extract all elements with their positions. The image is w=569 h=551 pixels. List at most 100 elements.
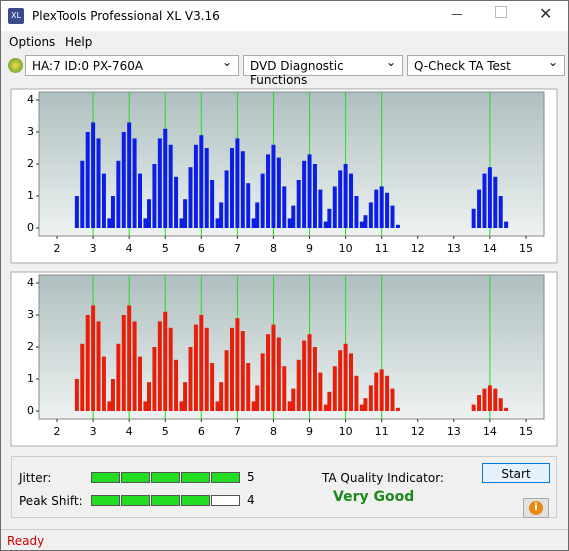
bar (147, 382, 152, 411)
meter-segment (151, 472, 180, 483)
ta-quality-value: Very Good (333, 489, 415, 505)
bar (255, 202, 260, 228)
bar (101, 356, 106, 411)
bar (157, 138, 162, 228)
bar (246, 183, 251, 228)
bar (363, 398, 368, 411)
maximize-button[interactable] (495, 6, 507, 18)
bar (332, 366, 337, 411)
bar (215, 218, 220, 228)
bar (482, 173, 487, 228)
drive-select[interactable]: HA:7 ID:0 PX-760A (25, 55, 239, 76)
x-tick-label: 12 (411, 242, 425, 255)
bar (174, 176, 179, 228)
bar (385, 192, 390, 228)
bar (107, 218, 112, 228)
y-tick-label: 0 (27, 221, 34, 234)
bar (498, 398, 503, 411)
bar (96, 321, 101, 411)
x-tick-label: 14 (483, 425, 497, 438)
bar (395, 224, 400, 228)
bar (363, 215, 368, 228)
x-tick-label: 14 (483, 242, 497, 255)
menu-help[interactable]: Help (65, 35, 93, 49)
meter-segment (211, 472, 240, 483)
x-tick-label: 9 (306, 242, 313, 255)
bar (229, 327, 234, 411)
bar (332, 186, 337, 228)
bar (147, 199, 152, 228)
start-button[interactable]: Start (482, 463, 550, 483)
bar (493, 176, 498, 228)
drive-icon (8, 58, 23, 73)
bar (179, 401, 184, 411)
bar (338, 350, 343, 411)
bar (266, 154, 271, 228)
bar (101, 173, 106, 228)
bar (229, 148, 234, 228)
bar (338, 170, 343, 228)
x-tick-label: 11 (375, 425, 389, 438)
x-tick-label: 15 (519, 242, 533, 255)
bar (127, 122, 132, 228)
x-tick-label: 6 (198, 425, 205, 438)
bar (255, 385, 260, 411)
bar (91, 305, 96, 411)
x-tick-label: 3 (90, 425, 97, 438)
meter-segment (121, 495, 150, 506)
meter-segment (121, 472, 150, 483)
bar (302, 160, 307, 228)
bar (235, 138, 240, 228)
bar (379, 369, 384, 411)
y-tick-label: 4 (27, 93, 34, 106)
bar (482, 388, 487, 411)
app-icon: XL (8, 8, 24, 24)
bar (251, 401, 256, 411)
bar (323, 404, 328, 411)
info-button[interactable]: i (523, 498, 549, 518)
bar (276, 337, 281, 411)
bar (143, 401, 148, 411)
bar (246, 363, 251, 411)
x-tick-label: 2 (54, 425, 61, 438)
function-select[interactable]: DVD Diagnostic Functions (243, 55, 403, 87)
menu-options[interactable]: Options (9, 35, 56, 49)
bar (183, 199, 188, 228)
x-tick-label: 9 (306, 425, 313, 438)
bar (138, 173, 142, 228)
bar (282, 366, 287, 411)
y-tick-label: 3 (27, 308, 34, 321)
bar (107, 401, 112, 411)
bar (152, 164, 157, 228)
bar (116, 160, 121, 228)
y-tick-label: 3 (27, 125, 34, 138)
bar (327, 208, 332, 228)
close-button[interactable]: ✕ (539, 4, 553, 23)
bar (152, 347, 157, 411)
bar (163, 128, 168, 228)
x-tick-label: 10 (339, 425, 353, 438)
bar (271, 144, 276, 228)
bar (312, 347, 317, 411)
x-tick-label: 5 (162, 242, 169, 255)
bar (374, 372, 379, 411)
bar (266, 334, 271, 411)
bar (291, 388, 296, 411)
y-tick-label: 0 (27, 404, 34, 417)
bar (210, 180, 215, 228)
bar (471, 404, 476, 411)
y-tick-label: 1 (27, 189, 34, 202)
x-tick-label: 15 (519, 425, 533, 438)
bar (179, 218, 184, 228)
test-select[interactable]: Q-Check TA Test (407, 55, 565, 76)
bar (188, 167, 193, 228)
peak-shift-label: Peak Shift: (19, 494, 83, 508)
bar (504, 407, 509, 411)
bar (282, 186, 287, 228)
bar (271, 324, 276, 411)
bar (235, 318, 240, 411)
bar (80, 160, 85, 228)
bar (291, 205, 296, 228)
minimize-button[interactable]: — (451, 7, 463, 21)
